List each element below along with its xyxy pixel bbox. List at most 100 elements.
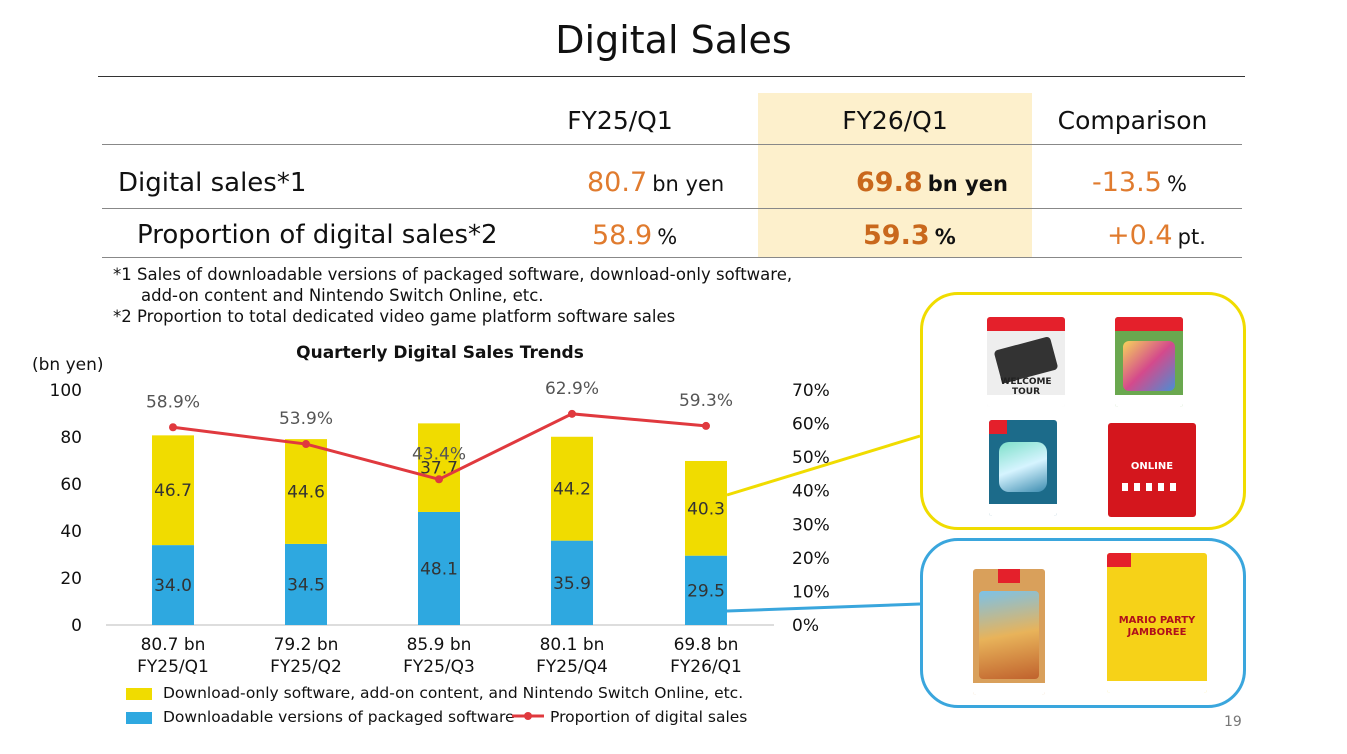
digital-sales-comparison-value: -13.5 — [1092, 167, 1162, 198]
proportion-point — [302, 440, 310, 449]
bar-download-only — [685, 460, 727, 556]
proportion-comparison-unit: pt. — [1177, 225, 1206, 249]
proportion-fy26: 59.3 % — [863, 220, 956, 251]
footnote-1-cont: add-on content and Nintendo Switch Onlin… — [141, 286, 544, 305]
proportion-point — [568, 409, 576, 418]
bar-packaged-label: 29.5 — [687, 581, 725, 601]
y-tick-label: 40 — [60, 522, 82, 542]
x-category-label: FY26/Q1 — [670, 657, 742, 677]
bar-download-only — [418, 423, 460, 512]
column-header-fy26q1: FY26/Q1 — [842, 106, 948, 135]
legend-label-download-only: Download-only software, add-on content, … — [163, 684, 744, 702]
bar-packaged-label: 35.9 — [553, 574, 591, 594]
mario-kart-card — [973, 569, 1045, 695]
welcome-tour-card: WELCOME TOUR — [987, 317, 1065, 407]
bar-packaged-label: 48.1 — [420, 559, 458, 579]
row-label-proportion: Proportion of digital sales*2 — [137, 220, 498, 250]
x-category-label: FY25/Q3 — [403, 657, 475, 677]
proportion-fy26-value: 59.3 — [863, 220, 930, 251]
y2-tick-label: 30% — [792, 515, 830, 535]
bar-download-only-label: 44.2 — [553, 480, 591, 500]
y2-tick-label: 10% — [792, 582, 830, 602]
y2-tick-label: 60% — [792, 415, 830, 435]
yellow-connector-line — [726, 434, 921, 497]
x-total-label: 85.9 bn — [407, 635, 472, 655]
proportion-fy25-unit: % — [657, 225, 678, 249]
digital-sales-fy26-unit: bn yen — [927, 172, 1008, 196]
x-total-label: 79.2 bn — [274, 635, 339, 655]
chart-title: Quarterly Digital Sales Trends — [296, 343, 584, 363]
proportion-label: 62.9% — [545, 379, 599, 399]
proportion-fy25-value: 58.9 — [592, 220, 653, 251]
proportion-comparison-value: +0.4 — [1107, 220, 1173, 251]
fy26-highlight-column — [758, 93, 1032, 258]
download-only-products-box: WELCOME TOUR ONLINE — [920, 292, 1246, 530]
y-tick-label: 0 — [71, 616, 82, 636]
proportion-point — [435, 475, 443, 484]
bar-packaged — [551, 540, 593, 625]
title-divider — [98, 76, 1245, 77]
footnote-1: *1 Sales of downloadable versions of pac… — [113, 265, 793, 284]
table-bottom-rule — [102, 257, 1242, 258]
x-total-label: 69.8 bn — [674, 635, 739, 655]
y2-tick-label: 0% — [792, 616, 819, 636]
column-header-fy25q1: FY25/Q1 — [567, 106, 673, 135]
y-tick-label: 100 — [50, 381, 82, 401]
y-axis-label: (bn yen) — [32, 355, 104, 375]
pokemon-dlc-card — [989, 420, 1057, 516]
bar-download-only-label: 44.6 — [287, 483, 325, 503]
column-header-comparison: Comparison — [1057, 106, 1208, 135]
x-total-label: 80.7 bn — [141, 635, 206, 655]
proportion-point — [169, 423, 177, 432]
legend-swatch-download-only — [126, 688, 152, 700]
packaged-products-box: MARIO PARTY JAMBOREE — [920, 538, 1246, 708]
bar-download-only — [152, 435, 194, 546]
bar-packaged — [685, 555, 727, 625]
proportion-point — [702, 421, 710, 430]
y-tick-label: 80 — [60, 428, 82, 448]
bar-packaged-label: 34.5 — [287, 575, 325, 595]
bar-packaged — [418, 511, 460, 625]
x-category-label: FY25/Q2 — [270, 657, 342, 677]
bar-download-only — [285, 439, 327, 544]
proportion-comparison: +0.4 pt. — [1107, 220, 1206, 251]
proportion-label: 53.9% — [279, 409, 333, 429]
legend-label-proportion: Proportion of digital sales — [550, 708, 748, 726]
proportion-fy25: 58.9 % — [592, 220, 677, 251]
y2-tick-label: 70% — [792, 381, 830, 401]
quarterly-digital-sales-chart: Quarterly Digital Sales Trends (bn yen) … — [32, 343, 921, 677]
y2-tick-label: 40% — [792, 482, 830, 502]
x-category-label: FY25/Q1 — [137, 657, 209, 677]
y2-tick-label: 50% — [792, 448, 830, 468]
digital-sales-fy25-unit: bn yen — [652, 172, 725, 196]
table-header-rule — [102, 144, 1242, 145]
y-tick-label: 20 — [60, 569, 82, 589]
digital-sales-fy25-value: 80.7 — [587, 167, 648, 198]
digital-sales-fy25: 80.7 bn yen — [540, 167, 827, 198]
mario-party-card: MARIO PARTY JAMBOREE — [1107, 553, 1207, 693]
digital-sales-fy26: 69.8 bn yen — [856, 167, 1008, 198]
x-category-label: FY25/Q4 — [536, 657, 608, 677]
bar-download-only-label: 40.3 — [687, 499, 725, 519]
table-row-rule — [102, 208, 1242, 209]
page-title: Digital Sales — [555, 18, 792, 62]
digital-sales-comparison-unit: % — [1166, 172, 1187, 196]
legend-label-packaged: Downloadable versions of packaged softwa… — [163, 708, 515, 726]
proportion-label: 59.3% — [679, 391, 733, 411]
y-tick-label: 60 — [60, 475, 82, 495]
bar-download-only-label: 46.7 — [154, 481, 192, 501]
welcome-tour-text: WELCOME TOUR — [1000, 377, 1052, 397]
row-label-digital-sales: Digital sales*1 — [118, 168, 307, 198]
bar-packaged — [285, 543, 327, 625]
legend-swatch-proportion — [512, 712, 544, 720]
y2-tick-label: 20% — [792, 549, 830, 569]
proportion-fy26-unit: % — [934, 225, 956, 249]
mario-party-text: MARIO PARTY JAMBOREE — [1118, 615, 1196, 638]
page-number: 19 — [1224, 714, 1242, 730]
mario-dlc-card — [1115, 317, 1183, 407]
nintendo-switch-online-card: ONLINE — [1108, 423, 1196, 517]
x-total-label: 80.1 bn — [540, 635, 605, 655]
digital-sales-comparison: -13.5 % — [1092, 167, 1187, 198]
bar-download-only — [551, 436, 593, 541]
blue-connector-line — [726, 602, 921, 613]
